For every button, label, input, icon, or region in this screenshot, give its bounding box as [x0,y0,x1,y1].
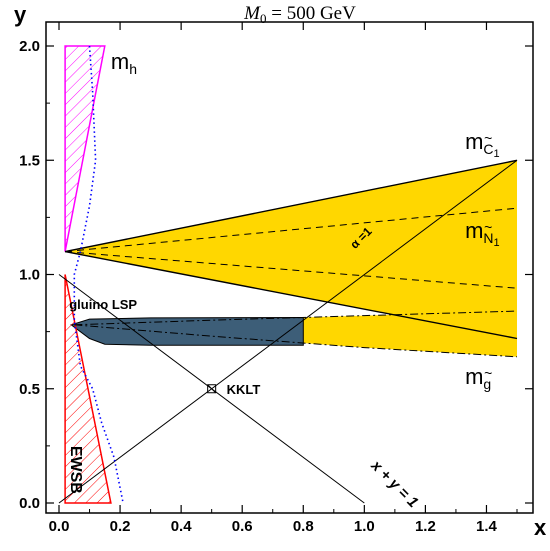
x-axis-label: x [534,515,547,540]
plot-frame [45,21,534,514]
region-gluino-lsp [70,316,304,346]
x-tick-label: 0.8 [293,518,314,535]
mh-sub: h [129,61,137,77]
region-ewsb [64,274,112,504]
x-tick-label: 0.4 [171,518,193,535]
m-chargino-label: mC1 [465,129,500,160]
y-tick-label: 2.0 [19,38,40,55]
m-gluino-main: m [465,364,483,389]
series-m-chargino-upper [64,159,518,253]
m-chargino-sub: C [483,141,493,157]
ewsb-label: EWSB [67,446,84,494]
mh-main: m [111,49,129,74]
x-tick-label: 1.4 [476,518,498,535]
kklt-label: KKLT [227,382,261,397]
m-neutralino-subsub: 1 [494,237,500,249]
y-axis-label: y [14,2,27,27]
y-tick-label: 1.0 [19,267,40,284]
m-gluino-label: mg [465,364,491,392]
x-tick-label: 0.6 [232,518,253,535]
m-gluino-tilde: ~ [484,365,492,381]
region-mh [64,45,106,252]
m-neutralino-label: mN1 [465,218,500,249]
kklt-marker [207,384,217,394]
plot-area [58,45,518,504]
kklt-marker-diag [207,384,217,394]
series-m-chargino-lower [64,250,518,340]
chart-title: M0 = 500 GeV [243,3,356,26]
series-m-gluino-upper [74,310,518,326]
x-plus-y-label: x + y = 1 [367,457,422,512]
m-gluino-sub: g [483,376,491,392]
m-chargino-subsub: 1 [494,148,500,160]
m-neutralino-tilde: ~ [484,219,492,235]
ticks-layer: 0.0 0.2 0.4 0.6 0.8 1.0 1.2 1.4 0.0 0.5 1.0 1.5 2.0 [19,22,533,535]
x-tick-label: 0.2 [110,518,131,535]
gluino-lsp-label: gluino LSP [69,297,137,312]
y-tick-label: 1.5 [19,152,40,169]
m-chargino-main: m [465,129,483,154]
series-m-gluino-lower [74,324,518,358]
m-neutralino-main: m [465,218,483,243]
x-tick-label: 1.2 [415,518,436,535]
x-tick-label: 1.0 [354,518,375,535]
y-tick-label: 0.0 [19,495,40,512]
m-chargino-tilde: ~ [484,130,492,146]
mh-label: mh [111,49,137,77]
series-layer [58,45,518,504]
y-tick-label: 0.5 [19,381,40,398]
region-chargino-neutralino-band [65,160,517,339]
m-neutralino-sub: N [483,230,493,246]
series-m-neutralino-upper [65,207,518,253]
regions-layer [64,45,518,504]
title-subscript: 0 [260,11,267,26]
title-symbol: M [243,3,261,24]
title-rest: = 500 GeV [266,3,356,24]
x-tick-label: 0.0 [49,518,70,535]
series-alpha-1 [58,159,518,504]
series-m-neutralino-lower [65,251,518,289]
